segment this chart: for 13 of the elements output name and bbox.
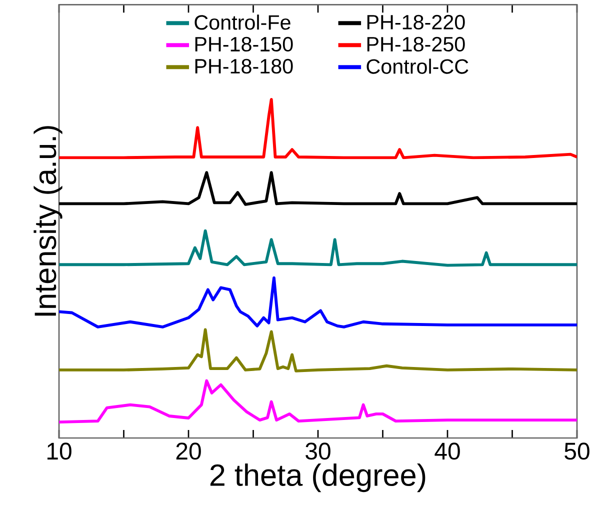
x-tick-label: 40 [434, 442, 460, 460]
x-tick-label: 10 [47, 442, 72, 460]
y-axis-title: Intensity (a.u.) [34, 126, 62, 316]
x-tick-label: 30 [306, 442, 330, 460]
x-tick-label: 50 [564, 442, 590, 460]
x-axis-title: 2 theta (degree) [210, 464, 426, 492]
legend-label: PH-18-250 [367, 36, 465, 52]
legend-label: PH-18-180 [195, 58, 293, 74]
legend-label: PH-18-220 [367, 14, 465, 30]
legend-label: Control-CC [366, 58, 468, 74]
legend-label: Control-Fe [194, 14, 290, 30]
legend-label: PH-18-150 [195, 36, 293, 52]
x-tick-label: 20 [176, 442, 201, 460]
